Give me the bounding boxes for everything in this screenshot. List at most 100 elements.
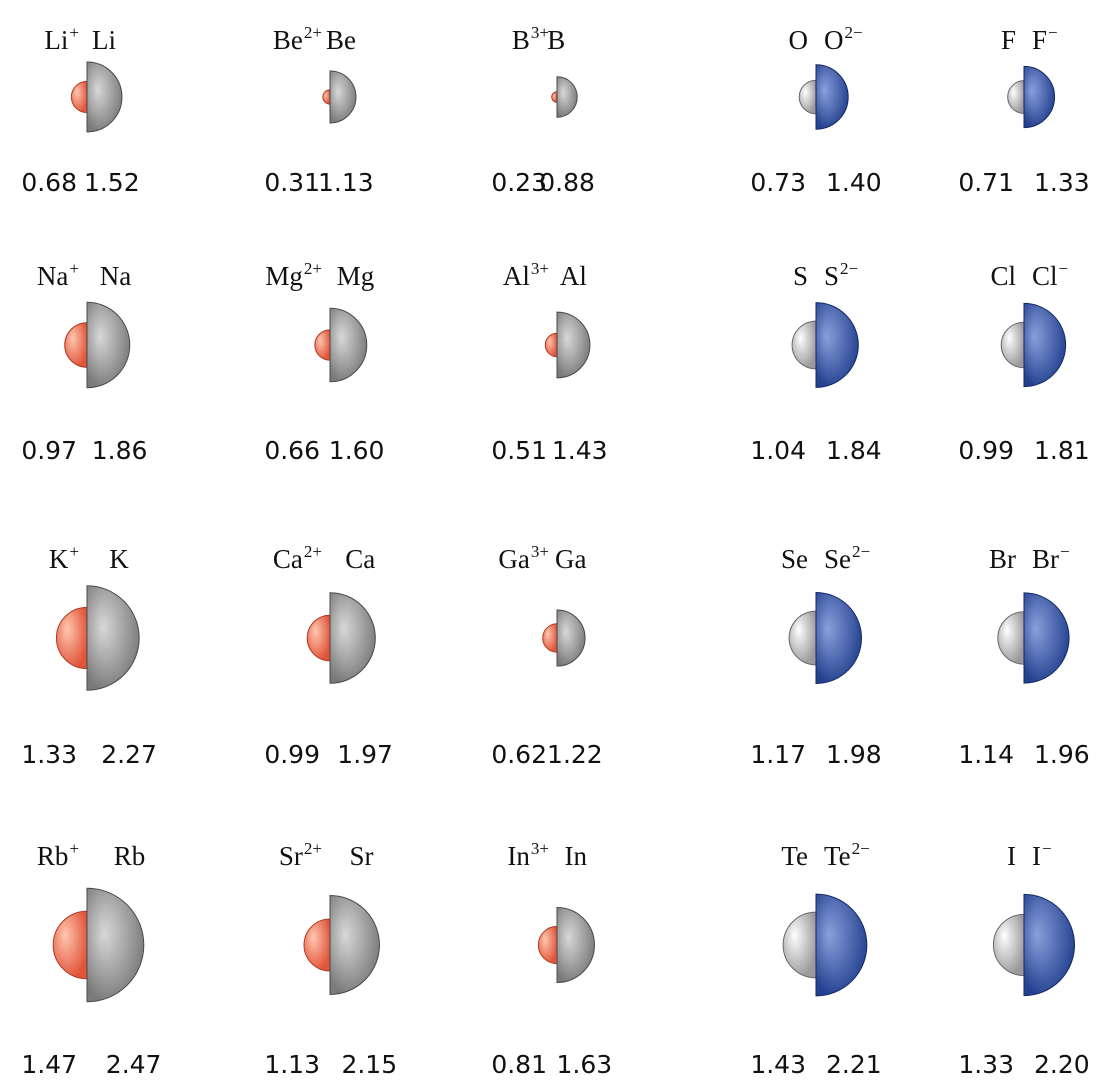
right-radius-cl: 1.81	[1034, 436, 1090, 465]
atom-sphere-br	[997, 611, 1025, 665]
right-symbol-be2: Be	[326, 27, 356, 54]
left-symbol-sr2-element: Sr	[278, 841, 303, 871]
right-symbol-sr2-element: Sr	[349, 841, 374, 871]
cation-sphere-al3	[544, 332, 558, 358]
left-symbol-rb-charge: +	[69, 839, 79, 858]
left-radius-f: 0.71	[958, 168, 1014, 197]
right-symbol-ga3: Ga	[555, 546, 586, 573]
left-symbol-se-element: Se	[781, 544, 808, 574]
right-symbol-in3-element: In	[564, 841, 587, 871]
right-symbol-o: O2−	[824, 24, 863, 55]
cation-sphere-ga3	[542, 623, 558, 653]
cation-sphere-be2	[322, 89, 331, 105]
atom-sphere-mg2	[329, 307, 368, 383]
left-symbol-k-element: K	[48, 544, 69, 574]
right-radius-se: 1.98	[826, 740, 882, 769]
atom-sphere-na	[86, 301, 131, 389]
left-radius-cl: 0.99	[958, 436, 1014, 465]
right-radius-b3: 0.88	[539, 168, 595, 197]
right-radius-in3: 1.63	[556, 1050, 613, 1079]
left-radius-k: 1.33	[21, 740, 77, 769]
left-symbol-ca2-element: Ca	[272, 544, 303, 574]
atom-sphere-ga3	[556, 609, 586, 667]
right-symbol-mg2-element: Mg	[336, 261, 375, 291]
right-symbol-se-element: Se	[824, 544, 851, 574]
anion-sphere-te	[815, 893, 868, 997]
left-radius-s: 1.04	[750, 436, 806, 465]
left-symbol-in3-charge: 3+	[530, 839, 549, 858]
atom-sphere-b3	[556, 76, 578, 118]
right-radius-br: 1.96	[1034, 740, 1090, 769]
right-radius-sr2: 2.15	[341, 1050, 398, 1079]
left-symbol-al3: Al3+	[503, 260, 549, 290]
left-symbol-in3: In3+	[507, 840, 549, 870]
left-symbol-f-element: F	[1000, 25, 1016, 55]
right-symbol-mg2: Mg	[337, 263, 375, 290]
left-symbol-s-element: S	[792, 261, 808, 291]
left-symbol-ga3-element: Ga	[498, 544, 530, 574]
right-symbol-f-element: F	[1032, 25, 1048, 55]
left-radius-br: 1.14	[958, 740, 1014, 769]
left-radius-sr2: 1.13	[264, 1050, 320, 1079]
right-symbol-rb: Rb	[114, 843, 146, 870]
right-symbol-al3: Al	[560, 263, 587, 290]
right-symbol-na-element: Na	[99, 261, 132, 291]
right-symbol-al3-element: Al	[559, 261, 587, 291]
left-symbol-k-charge: +	[69, 542, 79, 561]
right-symbol-s-element: S	[824, 261, 840, 291]
right-radius-mg2: 1.60	[328, 436, 385, 465]
atom-sphere-sr2	[329, 895, 380, 995]
right-radius-li: 1.52	[83, 168, 140, 197]
cation-sphere-mg2	[314, 329, 331, 361]
right-symbol-te-element: Te	[824, 841, 851, 871]
atom-sphere-i	[992, 913, 1025, 977]
right-symbol-i-element: I	[1032, 841, 1041, 871]
right-symbol-f: F−	[1032, 24, 1058, 55]
anion-sphere-cl	[1023, 302, 1067, 388]
atom-sphere-in3	[556, 907, 595, 983]
left-symbol-mg2-element: Mg	[265, 261, 303, 291]
cation-sphere-b3	[551, 91, 558, 103]
right-symbol-se: Se2−	[824, 543, 870, 574]
left-symbol-be2-element: Be	[272, 25, 303, 55]
right-symbol-se-charge: 2−	[852, 542, 871, 561]
right-symbol-i: I−	[1032, 840, 1052, 871]
left-radius-be2: 0.31	[264, 168, 320, 197]
left-radius-li: 0.68	[21, 168, 77, 197]
left-radius-na: 0.97	[21, 436, 77, 465]
left-symbol-cl-element: Cl	[990, 261, 1016, 291]
right-symbol-ca2: Ca	[345, 546, 375, 573]
left-symbol-na-element: Na	[36, 261, 69, 291]
anion-sphere-s	[815, 302, 859, 388]
cation-sphere-rb	[52, 910, 88, 980]
atom-sphere-li	[86, 61, 123, 133]
right-radius-f: 1.33	[1034, 168, 1090, 197]
right-radius-i: 2.20	[1034, 1050, 1090, 1079]
right-radius-s: 1.84	[826, 436, 882, 465]
left-symbol-li-charge: +	[69, 23, 79, 42]
right-symbol-li: Li	[92, 27, 116, 54]
left-symbol-be2: Be2+	[272, 24, 322, 55]
right-radius-al3: 1.43	[551, 436, 608, 465]
right-radius-o: 1.40	[826, 168, 882, 197]
right-symbol-k: K	[109, 546, 129, 573]
atom-sphere-se	[788, 610, 817, 666]
left-symbol-li-element: Li	[44, 25, 69, 55]
left-symbol-i: I	[1007, 843, 1016, 870]
right-symbol-o-element: O	[824, 25, 844, 55]
left-symbol-mg2: Mg2+	[265, 260, 322, 291]
left-radius-ca2: 0.99	[264, 740, 320, 769]
anion-sphere-i	[1023, 893, 1076, 997]
right-radius-te: 2.21	[826, 1050, 882, 1079]
left-symbol-ca2-charge: 2+	[303, 542, 322, 561]
atom-sphere-al3	[556, 311, 591, 379]
cation-sphere-na	[64, 322, 88, 368]
right-symbol-rb-element: Rb	[113, 841, 146, 871]
left-symbol-al3-charge: 3+	[530, 259, 549, 278]
left-radius-ga3: 0.62	[491, 740, 547, 769]
right-symbol-f-charge: −	[1048, 23, 1058, 42]
left-symbol-se: Se	[781, 546, 808, 573]
cation-sphere-ca2	[306, 614, 331, 662]
right-symbol-b3: B	[547, 27, 565, 54]
atom-sphere-s	[791, 320, 817, 370]
